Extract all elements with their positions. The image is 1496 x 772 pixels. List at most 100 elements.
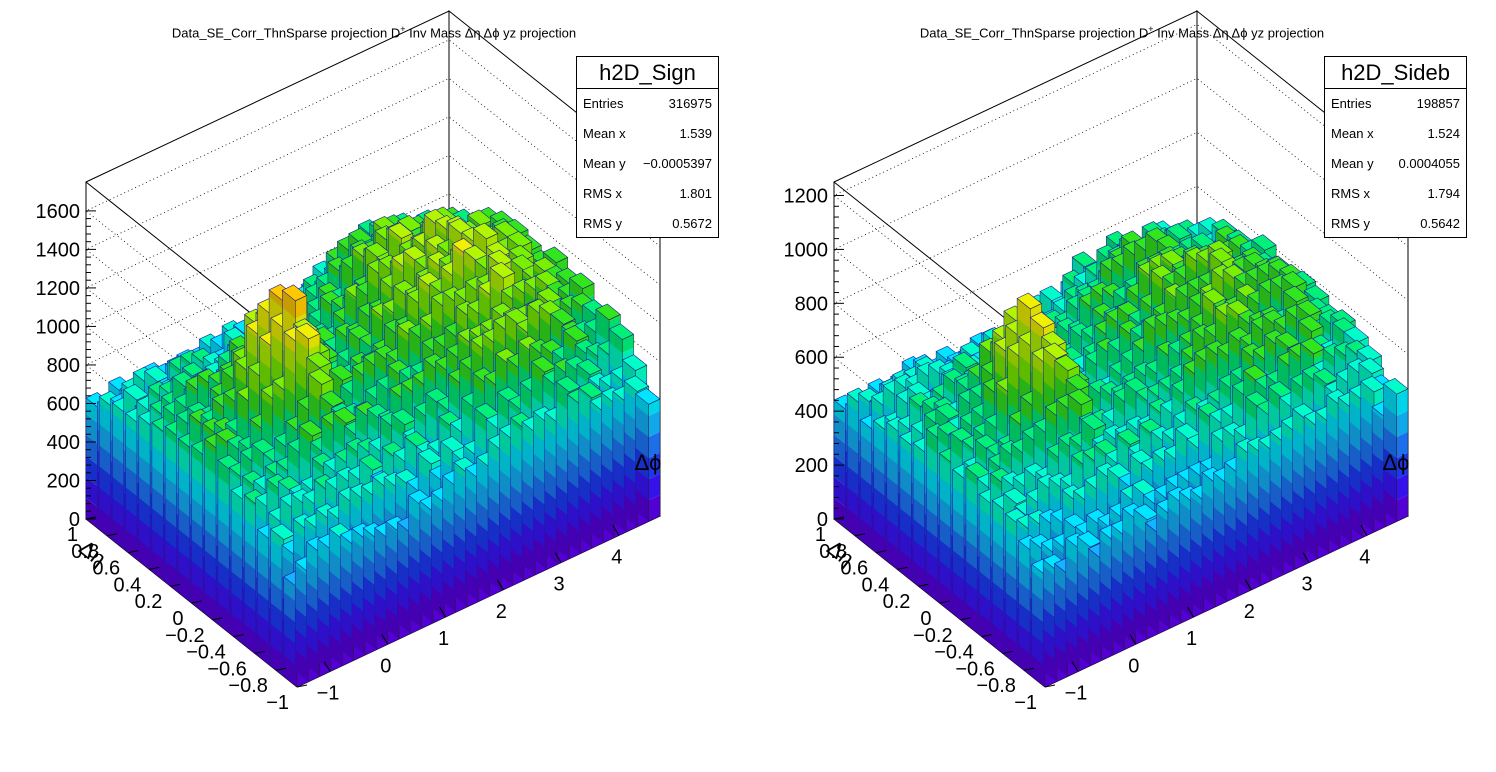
eta-tick — [1023, 667, 1034, 671]
stats-row-entries: Entries 198857 — [1325, 89, 1466, 119]
lego-plot-sign: 02004006008001000120014001600−101234Δϕ−1… — [36, 9, 662, 714]
right-pad: 0 200 400 600 800 1000 1200 −1 0 1 2 3 4 Δϕ −1 −0.8 −0.6… — [748, 0, 1496, 772]
phi-tick — [1071, 661, 1079, 672]
eta-tick — [918, 583, 929, 587]
z-tick-label: 0 — [69, 509, 80, 531]
phi-tick — [1244, 579, 1252, 591]
eta-tick-label: −0.4 — [934, 642, 973, 664]
phi-axis-title: Δϕ — [634, 450, 661, 475]
eta-tick-label: 1 — [815, 524, 826, 546]
z-tick-label: 1600 — [36, 201, 81, 223]
left-pad: 0 200 400 600 800 1000 1200 1400 1600 −1 0 1 2 3 4 Δϕ −1… — [0, 9, 748, 714]
eta-tick — [191, 600, 202, 604]
phi-tick — [496, 579, 504, 591]
eta-tick-label: −1 — [266, 692, 289, 714]
stats-label: RMS x — [583, 179, 622, 209]
eta-tick — [254, 650, 265, 654]
lego-bars — [833, 216, 1409, 687]
eta-tick-label: 0.4 — [861, 574, 889, 596]
axes: 020040060080010001200−101234Δϕ−1−0.8−0.6… — [784, 185, 1410, 714]
plot-title: Data_SE_Corr_ThnSparse projection D+ Inv… — [748, 24, 1496, 40]
eta-tick-label: −0.4 — [186, 642, 225, 664]
z-tick-label: 1000 — [36, 316, 81, 338]
eta-tick — [939, 600, 950, 604]
z-tick-label: 600 — [47, 393, 80, 415]
eta-tick-label: −0.8 — [976, 675, 1015, 697]
stats-value: 1.524 — [1427, 119, 1460, 149]
phi-tick-label: 0 — [380, 655, 391, 677]
stats-row-mean-x: Mean x 1.539 — [577, 119, 718, 149]
eta-tick — [170, 583, 181, 587]
stats-box: h2D_Sign Entries 316975 Mean x 1.539 Mean … — [576, 56, 719, 238]
stats-row-mean-y: Mean y 0.0004055 — [1325, 149, 1466, 179]
phi-tick — [1187, 606, 1194, 618]
plot-title: Data_SE_Corr_ThnSparse projection D+ Inv… — [0, 24, 748, 40]
phi-tick — [612, 525, 620, 536]
eta-tick-label: −0.2 — [913, 625, 952, 647]
stats-label: Mean y — [1331, 149, 1374, 179]
z-tick-label: 1200 — [36, 278, 81, 300]
eta-tick-label: 0.2 — [135, 591, 163, 613]
lego-plot-sideband: 020040060080010001200−101234Δϕ−1−0.8−0.6… — [784, 9, 1410, 714]
eta-tick-label: −0.6 — [207, 658, 246, 680]
phi-tick-label: −1 — [1065, 682, 1088, 704]
z-tick-label: 600 — [795, 347, 828, 369]
stats-label: Entries — [1331, 89, 1371, 119]
eta-tick-label: −1 — [1014, 692, 1037, 714]
stats-row-rms-y: RMS y 0.5642 — [1325, 209, 1466, 239]
eta-tick — [897, 566, 908, 570]
eta-tick — [960, 617, 971, 621]
eta-tick-label: 0.4 — [113, 574, 141, 596]
z-tick-label: 1400 — [36, 239, 81, 261]
stats-label: RMS x — [1331, 179, 1370, 209]
eta-tick-label: 1 — [67, 524, 78, 546]
stats-value: 0.0004055 — [1399, 149, 1460, 179]
phi-tick-label: 2 — [1244, 601, 1255, 623]
phi-tick — [381, 633, 389, 645]
stats-row-rms-x: RMS x 1.801 — [577, 179, 718, 209]
axes: 02004006008001000120014001600−101234Δϕ−1… — [36, 201, 662, 714]
phi-tick-label: 3 — [1302, 574, 1313, 596]
z-tick-label: 400 — [795, 401, 828, 423]
stats-label: RMS y — [1331, 209, 1370, 239]
stats-histogram-name: h2D_Sideb — [1325, 57, 1466, 89]
stats-row-entries: Entries 316975 — [577, 89, 718, 119]
phi-tick — [554, 552, 562, 563]
eta-tick — [85, 516, 97, 520]
phi-tick-label: 4 — [1359, 546, 1370, 568]
stats-value: 0.5642 — [1420, 209, 1460, 239]
phi-tick-label: 0 — [1128, 655, 1139, 677]
eta-tick-label: 0.6 — [840, 558, 868, 580]
eta-tick-label: 0.8 — [819, 541, 847, 563]
eta-tick — [833, 516, 845, 520]
eta-tick — [107, 533, 118, 537]
z-tick-label: 0 — [817, 509, 828, 531]
stats-row-mean-y: Mean y −0.0005397 — [577, 149, 718, 179]
phi-tick-label: 2 — [496, 601, 507, 623]
eta-tick-label: 0.2 — [883, 591, 911, 613]
stats-value: −0.0005397 — [643, 149, 712, 179]
phi-tick-label: 4 — [611, 546, 622, 568]
phi-tick — [1360, 525, 1368, 536]
eta-tick — [1002, 650, 1013, 654]
eta-tick-label: 0.6 — [92, 558, 120, 580]
z-tick-label: 800 — [47, 355, 80, 377]
stats-label: Mean x — [583, 119, 626, 149]
stats-row-rms-x: RMS x 1.794 — [1325, 179, 1466, 209]
eta-tick — [1044, 684, 1056, 688]
phi-tick — [1302, 552, 1310, 563]
z-tick-label: 200 — [795, 455, 828, 477]
stats-row-mean-x: Mean x 1.524 — [1325, 119, 1466, 149]
bar — [634, 388, 661, 522]
phi-tick — [323, 661, 331, 672]
stats-label: RMS y — [583, 209, 622, 239]
phi-tick-label: 1 — [1186, 628, 1197, 650]
stats-label: Entries — [583, 89, 623, 119]
eta-tick — [876, 550, 887, 554]
eta-tick-label: −0.6 — [955, 658, 994, 680]
eta-tick — [855, 533, 866, 537]
stats-value: 1.539 — [679, 119, 712, 149]
phi-tick-label: 3 — [554, 574, 565, 596]
eta-tick — [233, 634, 244, 638]
eta-tick — [149, 566, 160, 570]
